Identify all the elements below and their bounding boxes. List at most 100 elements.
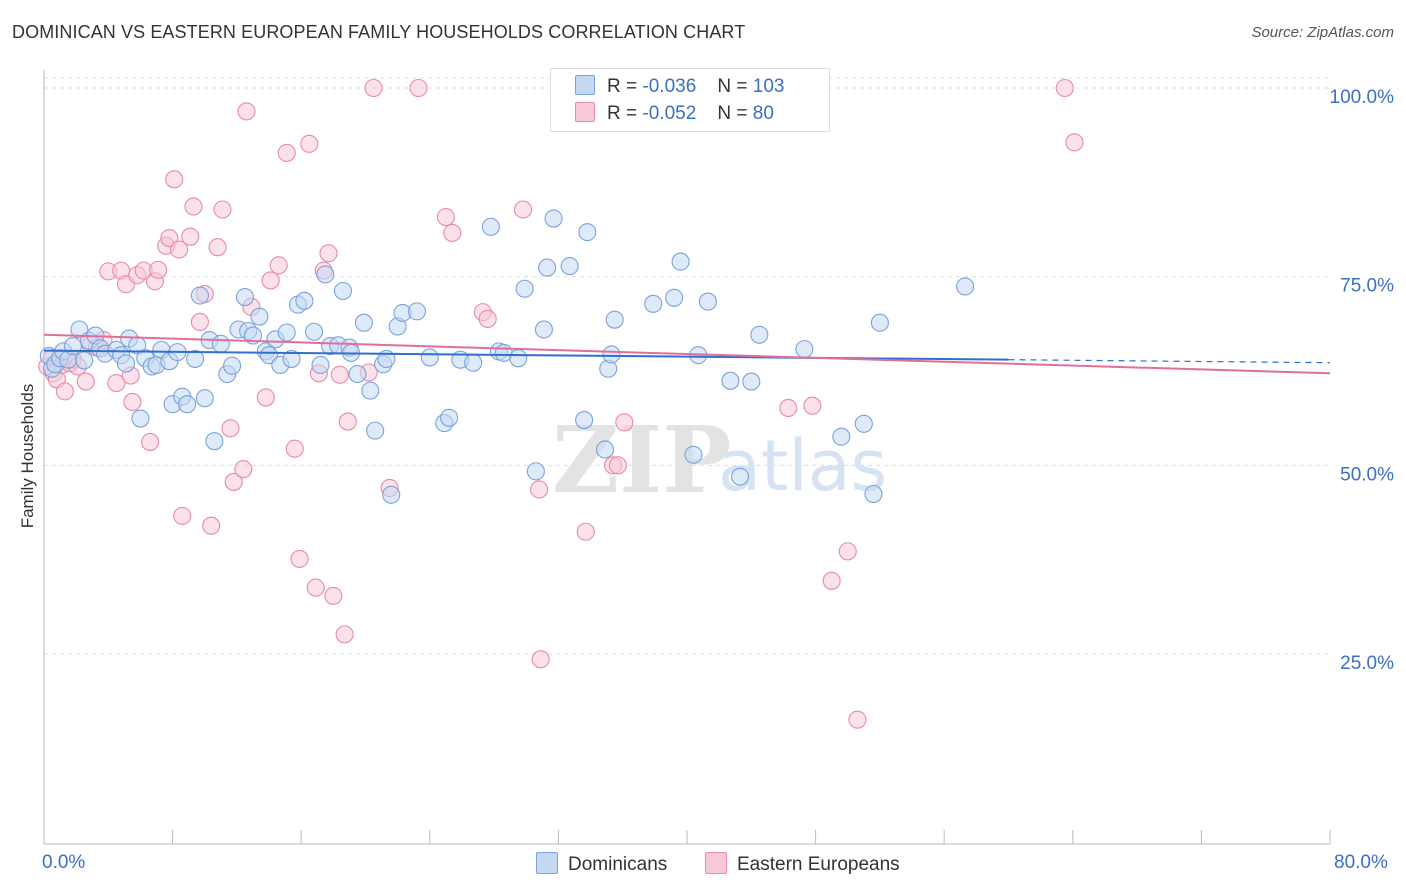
eastern-europeans-point [290,549,309,568]
dominicans-point [956,277,975,296]
dominicans-point [509,349,528,368]
dominicans-point [195,389,214,408]
eastern-europeans-point [285,439,304,458]
dominicans-point [354,313,373,332]
zipatlas-watermark: ZIP atlas [552,406,887,514]
dominicans-point [420,348,439,367]
dominicans-point [602,345,621,364]
dominicans-point [526,462,545,481]
y-axis-label: Family Households [18,383,37,529]
eastern-europeans-point [149,260,168,279]
chart-title: DOMINICAN VS EASTERN EUROPEAN FAMILY HOU… [12,22,746,42]
dominicans-point [595,440,615,459]
y-tick-label: 100.0% [1330,87,1395,108]
dominicans-point [464,353,483,372]
stats-legend: R = -0.036 N = 103 R = -0.052 N = 80 [550,68,830,132]
dominicans-point [730,467,750,486]
legend-label-eastern-europeans: Eastern Europeans [737,854,900,875]
dominicans-point [534,320,553,339]
dominicans-point [575,411,594,430]
dominicans-point [205,432,224,451]
eastern-europeans-point [221,419,240,438]
dominicans-point [440,408,459,427]
legend-row-dominicans: R = -0.036 N = 103 [575,75,784,99]
dominicans-point [544,209,563,228]
eastern-europeans-point [141,432,160,451]
dominicans-point [870,313,889,332]
r-label: R = [607,103,638,124]
eastern-europeans-point [208,238,227,257]
dominicans-point [316,265,335,284]
dominicans-point [750,325,769,344]
dominicans-point [178,395,197,414]
dominicans-point [721,371,740,390]
n-label: N = [717,76,748,97]
n-label: N = [717,103,748,124]
dominicans-swatch [536,852,558,874]
eastern-europeans-point [269,256,288,275]
dominicans-point [131,409,150,428]
eastern-europeans-point [338,412,357,431]
dominicans-point [665,288,684,307]
eastern-europeans-point [319,244,338,263]
dominicans-point [515,279,534,298]
svg-text:atlas: atlas [718,425,887,507]
axes [43,70,1331,845]
dominicans-point [644,294,663,313]
eastern-europeans-point [576,522,595,541]
dominicans-point [333,281,353,301]
eastern-europeans-point [848,710,867,729]
eastern-europeans-point [364,78,383,98]
dominicans-point [854,414,873,433]
dominicans-point [366,421,385,440]
dominicans-point [277,323,296,342]
dominicans-point [186,349,205,368]
eastern-europeans-point [202,516,221,535]
dominicans-point [361,381,380,400]
legend-row-eastern-europeans: R = -0.052 N = 80 [575,102,774,126]
dominicans-point [578,223,597,242]
eastern-europeans-point [478,309,497,328]
dominicans-point [235,287,254,307]
dominicans-point [305,322,324,341]
eastern-europeans-point [822,571,841,590]
eastern-europeans-point [608,456,627,475]
y-tick-label: 25.0% [1340,653,1394,674]
dominicans-point [684,445,703,464]
dominicans-point [698,292,717,311]
y-tick-label: 50.0% [1340,464,1394,485]
x-tick-min: 0.0% [42,852,86,873]
legend-item-eastern-europeans: Eastern Europeans [705,852,900,876]
eastern-europeans-point [213,200,232,219]
dominicans-point [75,351,94,370]
y-tick-label: 75.0% [1340,276,1394,297]
dominicans-point [295,291,314,310]
dominicans-point [250,307,269,326]
eastern-europeans-point [513,200,533,219]
dominicans-point [223,356,242,375]
eastern-europeans-point [300,134,319,153]
eastern-europeans-point [1065,133,1084,152]
x-tick-max: 80.0% [1334,852,1388,873]
legend-label-dominicans: Dominicans [568,854,668,875]
legend-item-dominicans: Dominicans [536,852,667,876]
eastern-europeans-point [615,413,634,432]
eastern-europeans-point [330,365,349,384]
eastern-europeans-point [234,460,253,479]
dominicans-trend-extension [1008,359,1331,364]
trend-lines [43,333,1331,375]
eastern-europeans-point [838,542,857,561]
eastern-europeans-point [803,396,822,415]
dominicans-point [481,217,500,236]
dominicans-swatch [575,75,595,95]
dominicans-point [538,258,557,277]
eastern-europeans-point [107,374,126,393]
eastern-europeans-point [779,398,798,418]
eastern-europeans-point [324,586,343,605]
eastern-europeans-point [261,271,280,290]
eastern-europeans-point [256,388,275,407]
eastern-europeans-point [530,480,549,499]
dominicans-point [190,286,209,305]
eastern-europeans-swatch [705,852,727,874]
